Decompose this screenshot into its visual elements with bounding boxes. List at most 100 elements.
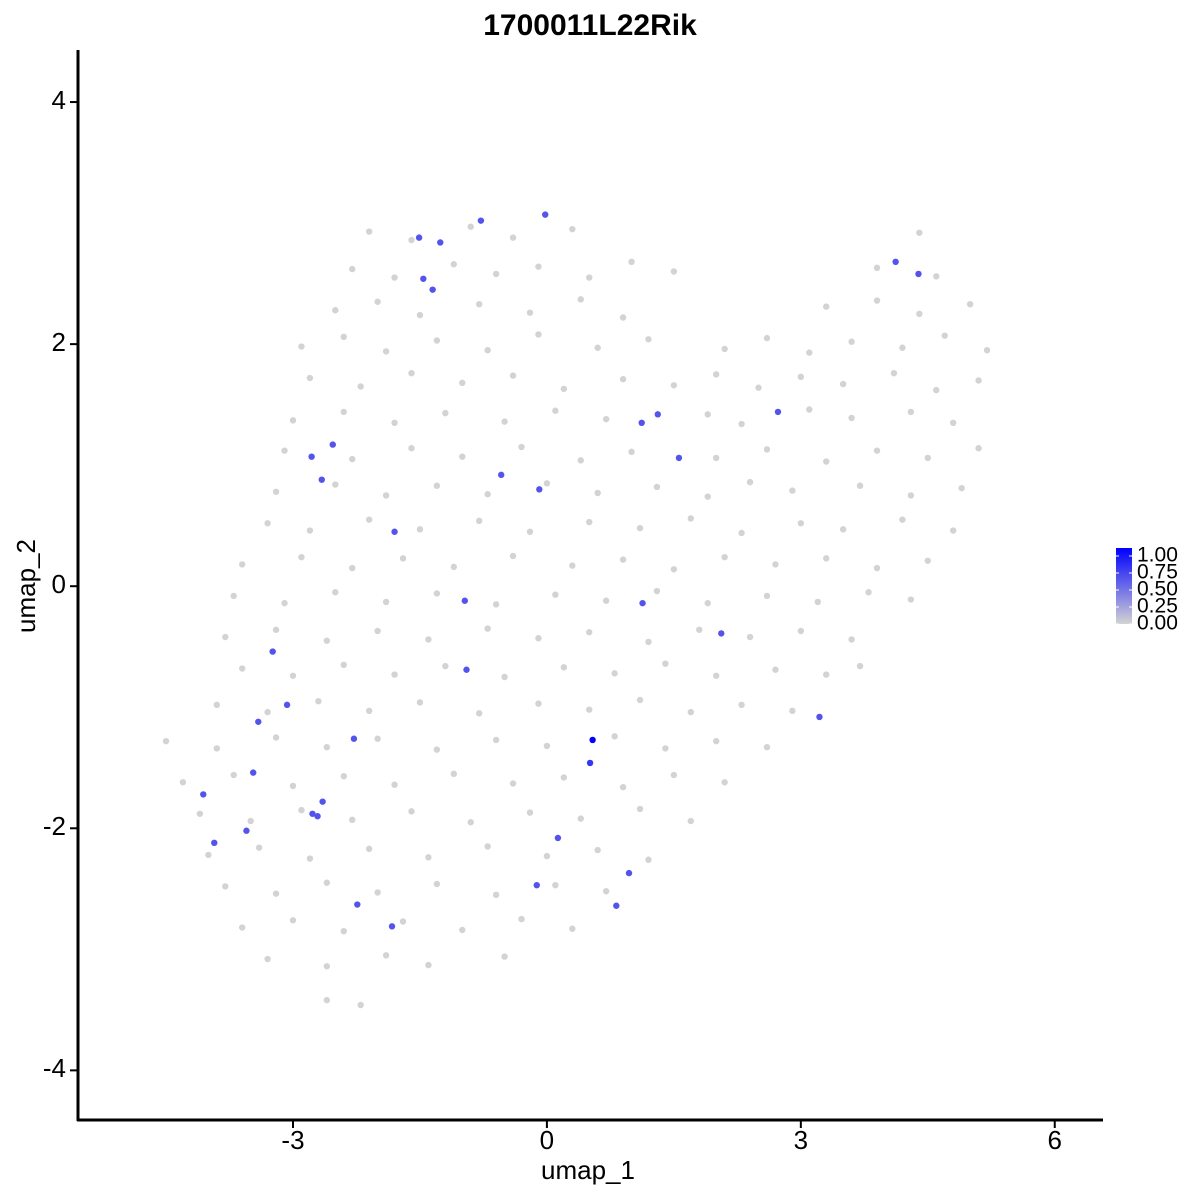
- point: [619, 556, 627, 563]
- point: [323, 879, 331, 886]
- point: [391, 671, 398, 678]
- point: [349, 564, 356, 572]
- point: [763, 592, 771, 600]
- point: [789, 707, 796, 715]
- point: [332, 589, 339, 596]
- point: [975, 377, 982, 384]
- point: [416, 526, 424, 533]
- point: [873, 264, 881, 272]
- point: [536, 486, 543, 493]
- point: [924, 454, 931, 462]
- point: [654, 411, 661, 418]
- point: [306, 527, 314, 534]
- point: [789, 487, 796, 494]
- point: [526, 528, 534, 535]
- point: [283, 701, 291, 709]
- point: [746, 633, 754, 641]
- point: [823, 555, 830, 562]
- point: [269, 648, 276, 655]
- point: [391, 781, 398, 788]
- point: [653, 483, 661, 491]
- x-tick-label: 6: [1048, 1125, 1062, 1155]
- point: [518, 443, 525, 451]
- point: [459, 453, 466, 460]
- point: [357, 383, 364, 390]
- point: [272, 626, 280, 633]
- point: [484, 843, 491, 850]
- point: [712, 371, 720, 378]
- point: [738, 701, 745, 709]
- point: [924, 557, 931, 564]
- point: [712, 672, 720, 679]
- point: [856, 482, 864, 489]
- x-tick-label: -3: [281, 1125, 304, 1155]
- point: [340, 408, 347, 416]
- point: [594, 344, 601, 351]
- point: [350, 735, 358, 742]
- point: [586, 274, 593, 281]
- y-tick-label: 0: [52, 569, 66, 599]
- point: [907, 408, 915, 416]
- point: [323, 637, 331, 644]
- y-tick-label: -4: [43, 1053, 66, 1083]
- point: [704, 411, 711, 418]
- point: [318, 476, 325, 483]
- point: [415, 234, 423, 241]
- point: [873, 564, 881, 572]
- point: [636, 696, 644, 704]
- point: [349, 265, 356, 273]
- point: [552, 591, 559, 598]
- point: [586, 629, 593, 636]
- colorbar-tick-label: 0.25: [1137, 595, 1178, 618]
- point: [933, 386, 940, 394]
- point: [239, 665, 246, 672]
- point: [865, 589, 872, 596]
- colorbar-tick-label: 1.00: [1137, 544, 1178, 567]
- point: [721, 779, 728, 786]
- point: [645, 856, 652, 863]
- point: [306, 374, 314, 382]
- point: [645, 638, 652, 646]
- point: [391, 528, 398, 535]
- point: [433, 880, 441, 888]
- point: [272, 488, 280, 495]
- point: [899, 344, 906, 351]
- point: [670, 382, 678, 389]
- point: [315, 697, 322, 705]
- point: [774, 408, 782, 416]
- point: [408, 445, 415, 452]
- point: [535, 700, 542, 707]
- point: [797, 520, 805, 527]
- point: [179, 779, 187, 786]
- point: [628, 258, 635, 266]
- point: [382, 348, 390, 355]
- point: [391, 274, 398, 281]
- colorbar-tick-label: 0.50: [1137, 578, 1178, 601]
- point: [213, 745, 221, 752]
- point: [357, 1001, 364, 1009]
- point: [535, 331, 542, 338]
- point: [848, 338, 855, 345]
- x-tick-label: 3: [794, 1125, 808, 1155]
- point: [526, 309, 534, 316]
- point: [289, 917, 297, 924]
- point: [718, 630, 725, 637]
- point: [323, 996, 331, 1004]
- point: [239, 561, 246, 568]
- point: [687, 515, 694, 522]
- point: [461, 597, 469, 604]
- point: [298, 343, 305, 350]
- point: [475, 710, 483, 717]
- point: [281, 599, 288, 607]
- point: [323, 963, 331, 970]
- point: [374, 889, 381, 896]
- point: [211, 839, 218, 847]
- point: [442, 662, 449, 670]
- point: [670, 268, 678, 275]
- point: [873, 447, 881, 454]
- point: [205, 851, 212, 859]
- point: [492, 736, 500, 744]
- point: [848, 414, 855, 422]
- point: [433, 590, 441, 597]
- point: [907, 596, 915, 603]
